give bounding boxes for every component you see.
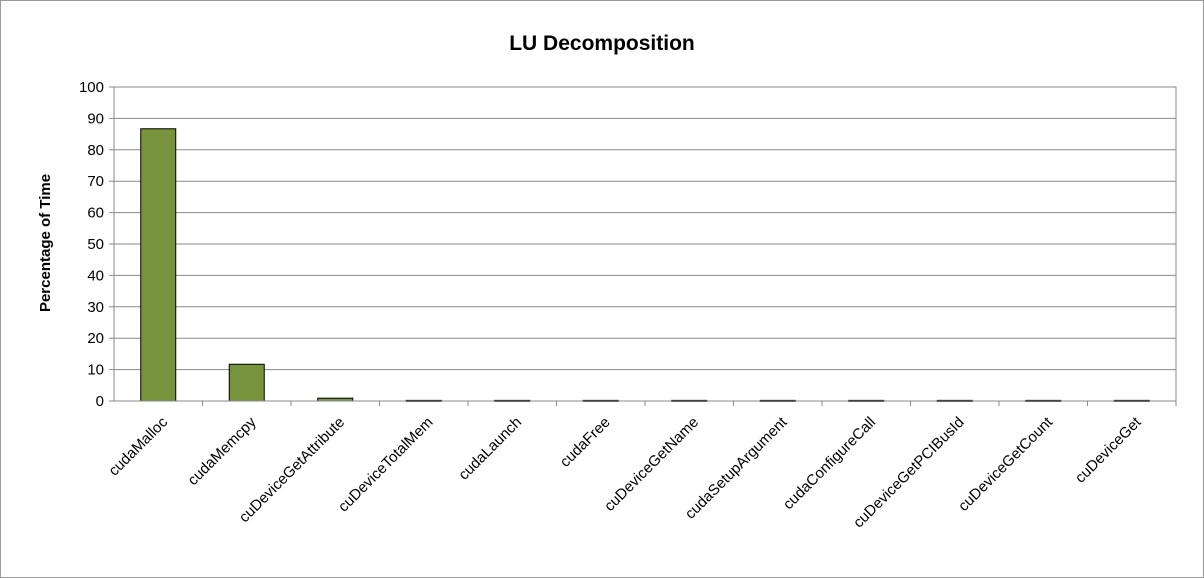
bar-cudaMalloc [140, 128, 177, 402]
y-tick-label: 70 [87, 173, 104, 190]
gridlines [109, 86, 1176, 402]
y-tick-label: 60 [87, 205, 104, 222]
y-tick-label: 90 [87, 110, 104, 127]
x-tick-label-cudaLaunch: cudaLaunch [455, 414, 525, 484]
x-tick-label-cudaMemcpy: cudaMemcpy [184, 413, 259, 488]
y-axis-label: Percentage of Time [37, 174, 54, 312]
bars [140, 128, 1177, 406]
y-tick-label: 50 [87, 236, 104, 253]
y-tick-label: 10 [87, 362, 104, 379]
x-tick-label-cuDeviceGetCount: cuDeviceGetCount [955, 413, 1057, 515]
y-tick-labels: 0 10 20 30 40 50 60 70 80 90 100 [79, 79, 104, 410]
plot-area-border [113, 86, 1177, 402]
x-tick-label-cuDeviceGetName: cuDeviceGetName [601, 414, 702, 515]
x-tick-label-cuDeviceGet: cuDeviceGet [1072, 413, 1145, 486]
bar-cudaMemcpy [228, 363, 265, 402]
x-tick-label-cudaConfigureCall: cudaConfigureCall [780, 414, 879, 513]
x-tick-labels: cudaMalloc cudaMemcpycuDeviceGetAttribute… [105, 413, 1145, 531]
x-tick-label-cudaMalloc: cudaMalloc [105, 413, 171, 479]
y-tick-label: 40 [87, 267, 104, 284]
x-tick-label-cudaFree: cudaFree [557, 414, 614, 471]
x-tick-label-cuDeviceTotalMem: cuDeviceTotalMem [335, 414, 437, 516]
y-tick-label: 80 [87, 142, 104, 159]
y-tick-label: 100 [79, 79, 104, 96]
y-tick-label: 20 [87, 330, 104, 347]
y-tick-label: 30 [87, 299, 104, 316]
chart-title: LU Decomposition [509, 32, 695, 55]
y-tick-label: 0 [96, 393, 104, 410]
